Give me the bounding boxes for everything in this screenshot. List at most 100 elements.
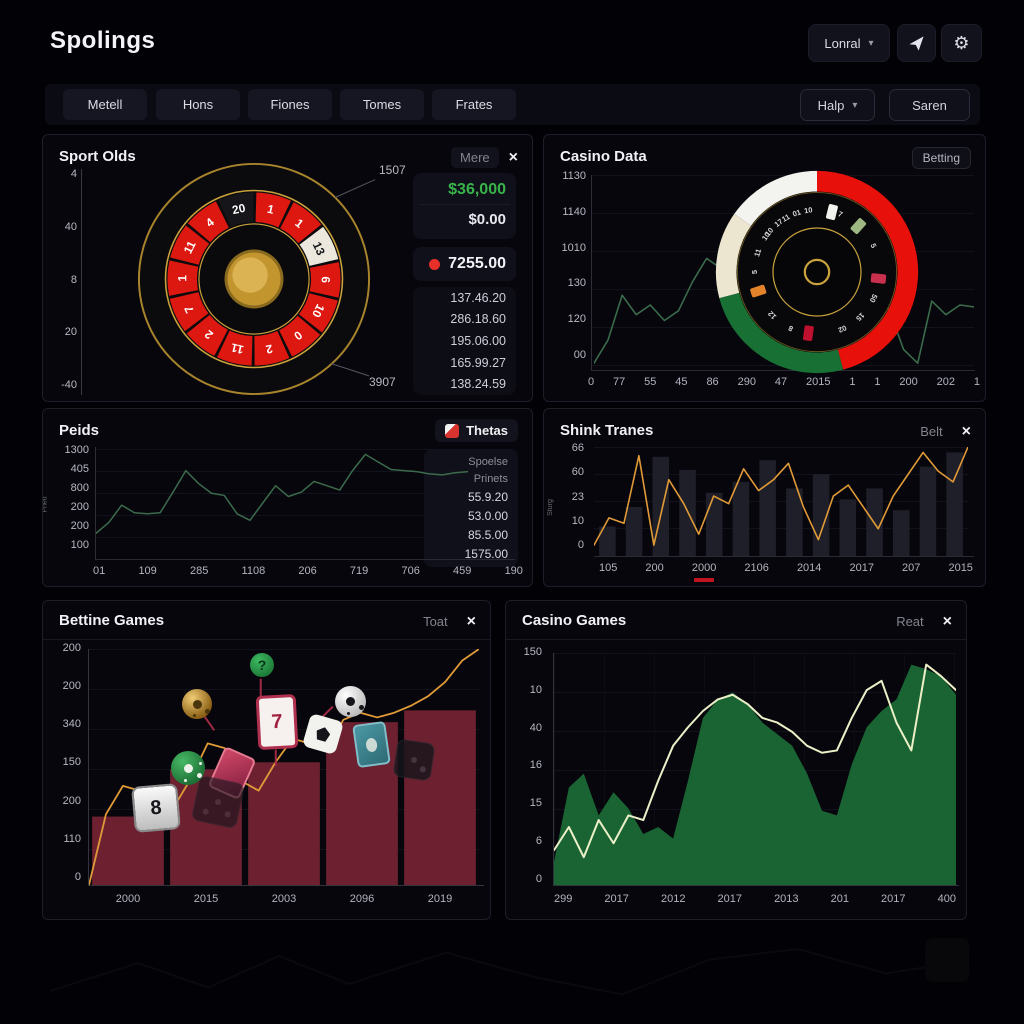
odds-value: 165.99.27 bbox=[450, 355, 506, 370]
peids-line-chart bbox=[96, 449, 468, 557]
x-axis-line bbox=[553, 885, 959, 886]
panel-title: Casino Data bbox=[560, 148, 647, 165]
y-tick-label: 120 bbox=[567, 313, 586, 326]
x-tick-label: 105 bbox=[599, 562, 618, 574]
x-axis-labels: 299 2017 2012 2017 2013 201 2017 400 bbox=[554, 893, 956, 905]
svg-text:02: 02 bbox=[837, 323, 848, 335]
soccer-ball-icon bbox=[335, 686, 366, 717]
svg-text:1: 1 bbox=[266, 202, 276, 217]
svg-text:6: 6 bbox=[319, 276, 333, 283]
nav-tab-tomes[interactable]: Tomes bbox=[340, 89, 424, 120]
side-label: Spoelse bbox=[468, 455, 508, 468]
x-axis-line bbox=[95, 559, 515, 560]
x-tick-label: 200 bbox=[899, 376, 918, 388]
x-tick-label: 2096 bbox=[349, 893, 375, 905]
x-axis-labels: 01 109 285 1108 206 719 706 459 190 bbox=[93, 565, 523, 577]
close-icon[interactable]: × bbox=[466, 612, 476, 630]
pin-symbol: ? bbox=[257, 657, 267, 673]
y-axis-labels: 1300 405 800 200 200 100 bbox=[53, 445, 89, 551]
casino-games-area-chart bbox=[554, 653, 956, 885]
x-tick-label: 01 bbox=[93, 565, 106, 577]
search-button[interactable]: Saren bbox=[889, 89, 970, 121]
y-tick-label: 20 bbox=[64, 326, 77, 339]
nav-tab-fiones[interactable]: Fiones bbox=[248, 89, 332, 120]
betting-badge[interactable]: Betting bbox=[911, 147, 971, 169]
reat-button[interactable]: Reat bbox=[896, 614, 924, 629]
nav-tab-label: Tomes bbox=[362, 97, 402, 112]
y-axis-labels: 4 40 8 20 -40 bbox=[47, 169, 77, 391]
x-tick-label: 1 bbox=[874, 376, 881, 388]
x-tick-label: 1108 bbox=[241, 565, 266, 577]
odds-value: 137.46.20 bbox=[450, 290, 506, 305]
y-tick-label: 200 bbox=[70, 520, 89, 532]
nav-tab-hons[interactable]: Hons bbox=[156, 89, 240, 120]
svg-text:50: 50 bbox=[868, 293, 880, 304]
y-tick-label: 340 bbox=[62, 718, 81, 731]
x-tick-label: 2014 bbox=[796, 562, 822, 574]
close-icon[interactable]: × bbox=[942, 612, 952, 630]
x-axis-line bbox=[88, 885, 484, 886]
thetas-icon bbox=[445, 423, 460, 438]
x-tick-label: 1 bbox=[973, 376, 980, 388]
panel-peids: Peids Thetas Spoelse Prinets 55.9.20 53.… bbox=[42, 408, 533, 587]
nav-tab-label: Metell bbox=[87, 97, 123, 112]
x-tick-label: 2106 bbox=[744, 562, 769, 574]
side-label: Prinets bbox=[473, 472, 508, 485]
toat-button[interactable]: Toat bbox=[423, 614, 448, 629]
divider bbox=[419, 204, 510, 205]
y-tick-label: 00 bbox=[573, 348, 586, 361]
more-button[interactable]: Mere bbox=[451, 147, 499, 168]
dark-die-icon bbox=[392, 738, 436, 782]
y-tick-label: 15 bbox=[529, 797, 542, 810]
y-tick-label: 0 bbox=[577, 539, 584, 551]
send-button[interactable] bbox=[897, 24, 936, 62]
x-tick-label: 202 bbox=[936, 376, 955, 388]
close-icon[interactable]: × bbox=[961, 422, 971, 440]
settings-button[interactable]: ⚙ bbox=[941, 24, 982, 62]
panel-actions: Toat × bbox=[414, 611, 476, 632]
y-tick-label: 200 bbox=[70, 501, 89, 513]
x-tick-label: 2017 bbox=[849, 562, 874, 574]
y-tick-label: 16 bbox=[529, 759, 542, 772]
y-tick-label: 1010 bbox=[561, 241, 586, 254]
svg-text:10: 10 bbox=[760, 230, 772, 242]
svg-text:10: 10 bbox=[309, 302, 328, 320]
x-tick-label: 201 bbox=[830, 893, 849, 905]
svg-text:5: 5 bbox=[750, 270, 759, 274]
svg-text:7: 7 bbox=[837, 209, 844, 219]
panel-title: Bettine Games bbox=[59, 612, 165, 629]
gridlines bbox=[96, 449, 466, 557]
y-tick-label: 100 bbox=[70, 539, 89, 551]
panel-actions: Reat × bbox=[887, 611, 952, 632]
panel-sport-olds: Sport Olds Mere × 4 40 8 20 -40 4 20 1 1 13 6 10 0 2… bbox=[42, 134, 533, 402]
belt-button[interactable]: Belt bbox=[920, 424, 943, 439]
svg-text:11: 11 bbox=[752, 248, 763, 258]
balance-card: $36,000 $0.00 bbox=[413, 173, 516, 239]
panel-casino-games: Casino Games Reat × 150 10 40 16 15 6 0 299 201… bbox=[505, 600, 967, 920]
thetas-badge[interactable]: Thetas bbox=[435, 419, 518, 442]
nav-tab-metell[interactable]: Metell bbox=[63, 89, 147, 120]
x-tick-label: 2003 bbox=[271, 893, 297, 905]
nav-tab-frates[interactable]: Frates bbox=[432, 89, 516, 120]
x-tick-label: 2000 bbox=[115, 893, 141, 905]
close-icon[interactable]: × bbox=[508, 148, 518, 166]
nav-tab-label: Fiones bbox=[270, 97, 310, 112]
panel-title: Shink Tranes bbox=[560, 422, 654, 439]
y-tick-label: 60 bbox=[571, 466, 584, 479]
odds-value: 138.24.59 bbox=[450, 377, 506, 392]
y-tick-label: 66 bbox=[571, 442, 584, 454]
y-tick-label: 0 bbox=[535, 872, 542, 885]
odds-value: 195.06.00 bbox=[450, 333, 506, 348]
y-tick-label: 6 bbox=[535, 835, 542, 848]
x-tick-label: 290 bbox=[737, 376, 756, 388]
die-value: 8 bbox=[149, 796, 163, 819]
nav-tab-label: Hons bbox=[182, 97, 214, 112]
language-label: Lonral bbox=[824, 35, 861, 51]
language-dropdown[interactable]: Lonral ▾ bbox=[808, 24, 890, 62]
y-tick-label: 1140 bbox=[562, 205, 586, 218]
x-tick-label: 77 bbox=[613, 376, 626, 388]
help-dropdown[interactable]: Halp ▾ bbox=[800, 89, 875, 121]
